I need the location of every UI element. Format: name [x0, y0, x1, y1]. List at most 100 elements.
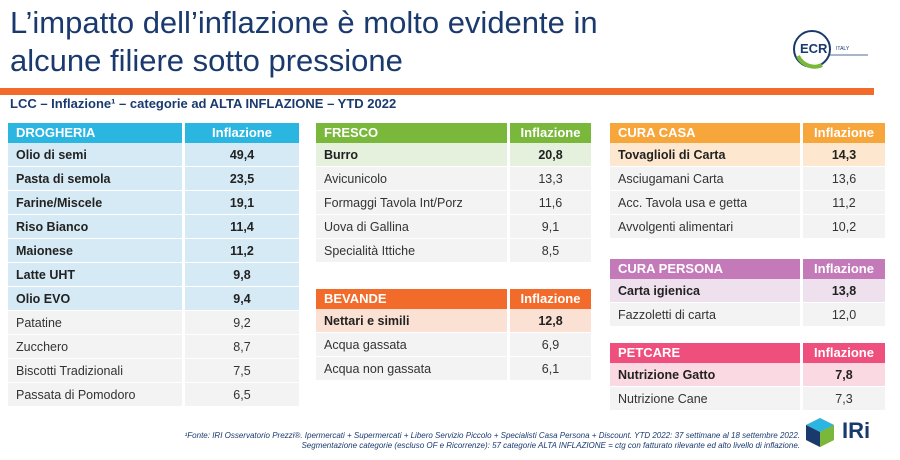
inflation-value: 9,1 [507, 215, 591, 239]
iri-brand: IRi [842, 418, 871, 443]
category-name: Farine/Miscele [8, 191, 182, 215]
category-header: DROGHERIA [16, 125, 96, 140]
category-name: Acc. Tavola usa e getta [610, 191, 800, 215]
table-header: CURA CASA Inflazione [610, 123, 885, 143]
title-line-1: L’impatto dell’inflazione è molto eviden… [10, 5, 598, 40]
inflation-column-header: Inflazione [507, 289, 591, 309]
ecr-logo: ECR ITALY [793, 30, 868, 69]
inflation-value: 8,5 [507, 239, 591, 263]
table-row: Tovaglioli di Carta 14,3 [610, 143, 885, 167]
inflation-value: 11,2 [800, 191, 885, 215]
table-row: Fazzoletti di carta 12,0 [610, 303, 885, 327]
category-name: Olio di semi [8, 143, 182, 167]
category-name: Zucchero [8, 335, 182, 359]
table-row: Olio di semi 49,4 [8, 143, 299, 167]
table-cura-persona: CURA PERSONA Inflazione Carta igienica 13,8… [610, 259, 885, 327]
inflation-value: 7,3 [800, 387, 885, 411]
table-row: Zucchero 8,7 [8, 335, 299, 359]
table-row: Uova di Gallina 9,1 [316, 215, 591, 239]
inflation-value: 14,3 [800, 143, 885, 167]
category-name: Burro [316, 143, 507, 167]
inflation-value: 13,8 [800, 279, 885, 303]
table-row: Patatine 9,2 [8, 311, 299, 335]
inflation-value: 7,5 [182, 359, 299, 383]
table-cura-casa: CURA CASA Inflazione Tovaglioli di Carta 14… [610, 123, 885, 239]
table-header: FRESCO Inflazione [316, 123, 591, 143]
inflation-value: 9,2 [182, 311, 299, 335]
category-name: Latte UHT [8, 263, 182, 287]
inflation-value: 12,0 [800, 303, 885, 327]
table-row: Acc. Tavola usa e getta 11,2 [610, 191, 885, 215]
inflation-value: 9,4 [182, 287, 299, 311]
category-name: Carta igienica [610, 279, 800, 303]
inflation-value: 8,7 [182, 335, 299, 359]
table-row: Avvolgenti alimentari 10,2 [610, 215, 885, 239]
inflation-value: 10,2 [800, 215, 885, 239]
category-name: Patatine [8, 311, 182, 335]
inflation-value: 7,8 [800, 363, 885, 387]
table-row: Farine/Miscele 19,1 [8, 191, 299, 215]
table-row: Acqua non gassata 6,1 [316, 357, 591, 381]
page-title: L’impatto dell’inflazione è molto eviden… [10, 4, 770, 80]
inflation-value: 49,4 [182, 143, 299, 167]
category-name: Fazzoletti di carta [610, 303, 800, 327]
table-row: Latte UHT 9,8 [8, 263, 299, 287]
inflation-value: 6,5 [182, 383, 299, 407]
table-header: DROGHERIA Inflazione [8, 123, 299, 143]
category-header: CURA CASA [618, 125, 696, 140]
table-row: Biscotti Tradizionali 7,5 [8, 359, 299, 383]
table-row: Nettari e simili 12,8 [316, 309, 591, 333]
table-fresco: FRESCO Inflazione Burro 20,8 Avicunicolo 13,3… [316, 123, 591, 263]
iri-logo [806, 418, 834, 447]
table-row: Burro 20,8 [316, 143, 591, 167]
category-header: FRESCO [324, 125, 379, 140]
category-name: Avvolgenti alimentari [610, 215, 800, 239]
inflation-column-header: Inflazione [800, 123, 885, 143]
category-name: Specialità Ittiche [316, 239, 507, 263]
table-row: Carta igienica 13,8 [610, 279, 885, 303]
table-row: Riso Bianco 11,4 [8, 215, 299, 239]
inflation-value: 6,9 [507, 333, 591, 357]
category-name: Riso Bianco [8, 215, 182, 239]
table-row: Nutrizione Cane 7,3 [610, 387, 885, 411]
inflation-column-header: Inflazione [507, 123, 591, 143]
category-name: Nutrizione Gatto [610, 363, 800, 387]
inflation-value: 12,8 [507, 309, 591, 333]
inflation-value: 9,8 [182, 263, 299, 287]
category-name: Uova di Gallina [316, 215, 507, 239]
title-underline-bar [0, 88, 874, 95]
category-name: Maionese [8, 239, 182, 263]
category-header: PETCARE [618, 345, 681, 360]
category-name: Asciugamani Carta [610, 167, 800, 191]
category-header: CURA PERSONA [618, 261, 723, 276]
table-row: Maionese 11,2 [8, 239, 299, 263]
inflation-value: 23,5 [182, 167, 299, 191]
category-name: Biscotti Tradizionali [8, 359, 182, 383]
table-row: Pasta di semola 23,5 [8, 167, 299, 191]
inflation-value: 13,6 [800, 167, 885, 191]
inflation-value: 19,1 [182, 191, 299, 215]
table-header: BEVANDE Inflazione [316, 289, 591, 309]
category-name: Acqua non gassata [316, 357, 507, 381]
inflation-value: 11,2 [182, 239, 299, 263]
inflation-value: 11,4 [182, 215, 299, 239]
category-name: Nutrizione Cane [610, 387, 800, 411]
ecr-logo-small: ITALY [836, 46, 850, 52]
table-petcare: PETCARE Inflazione Nutrizione Gatto 7,8 Nutr… [610, 343, 885, 411]
ecr-logo-text: ECR [800, 41, 828, 56]
inflation-value: 6,1 [507, 357, 591, 381]
category-name: Nettari e simili [316, 309, 507, 333]
table-drogheria: DROGHERIA Inflazione Olio di semi 49,4 Pasta… [8, 123, 299, 407]
table-row: Formaggi Tavola Int/Porz 11,6 [316, 191, 591, 215]
category-name: Pasta di semola [8, 167, 182, 191]
table-row: Avicunicolo 13,3 [316, 167, 591, 191]
table-bevande: BEVANDE Inflazione Nettari e simili 12,8 Acq… [316, 289, 591, 381]
title-line-2: alcune filiere sotto pressione [10, 43, 403, 78]
table-row: Passata di Pomodoro 6,5 [8, 383, 299, 407]
table-row: Olio EVO 9,4 [8, 287, 299, 311]
inflation-column-header: Inflazione [182, 123, 299, 143]
inflation-column-header: Inflazione [800, 343, 885, 363]
category-name: Formaggi Tavola Int/Porz [316, 191, 507, 215]
table-row: Specialità Ittiche 8,5 [316, 239, 591, 263]
table-row: Acqua gassata 6,9 [316, 333, 591, 357]
